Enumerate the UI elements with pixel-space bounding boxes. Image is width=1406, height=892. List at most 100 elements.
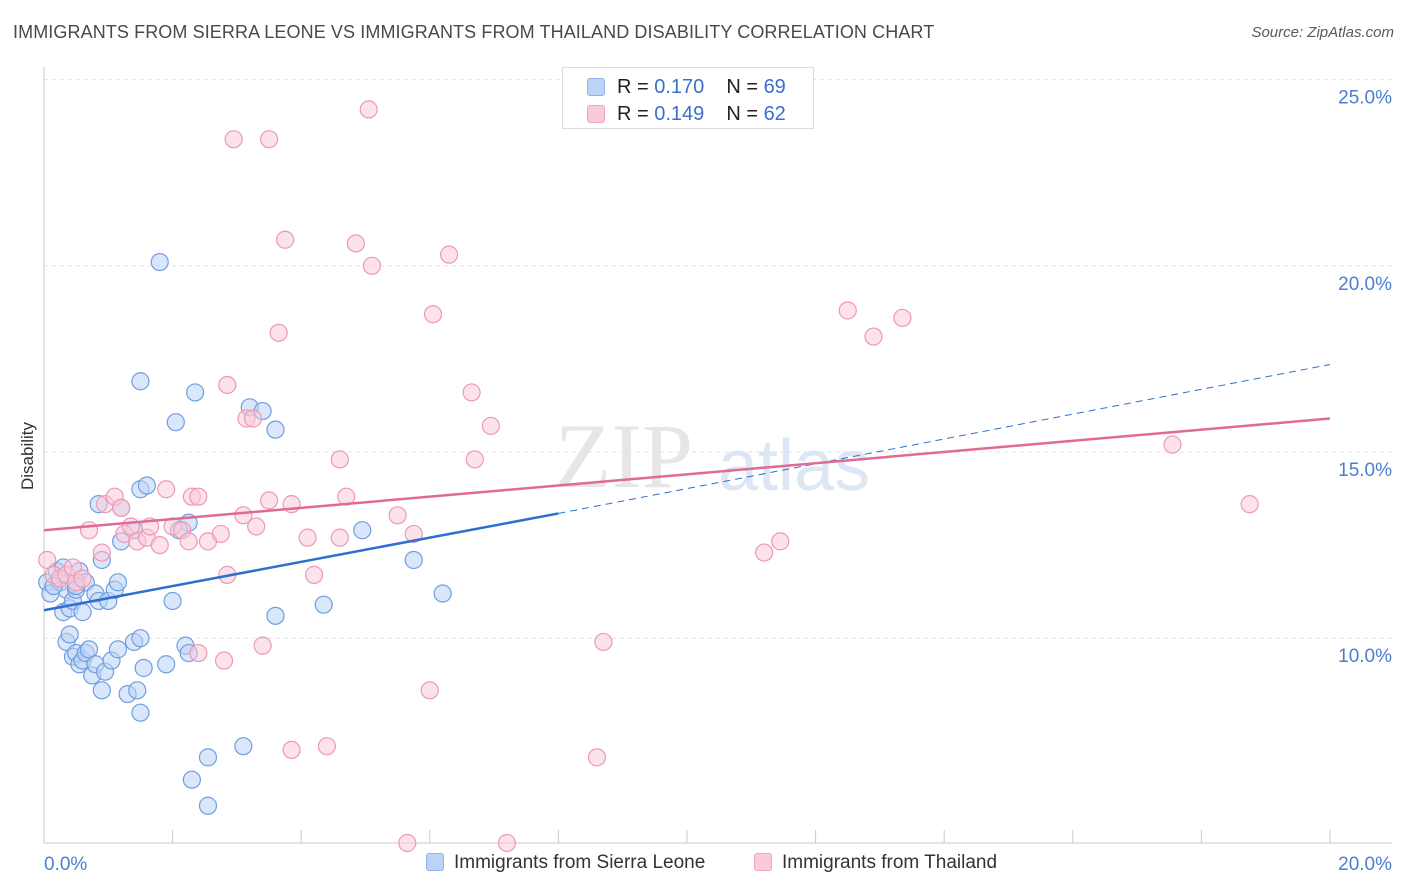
y-tick-label: 10.0% [1338, 646, 1392, 667]
point-thailand [282, 740, 301, 760]
point-thailand [398, 833, 417, 853]
point-thailand [1240, 495, 1259, 514]
point-sierra-leone [108, 640, 128, 659]
point-thailand [189, 487, 208, 506]
legend-n-value: 69 [763, 76, 786, 98]
x-tick-marks [43, 830, 1331, 843]
point-thailand [224, 130, 243, 149]
bottom-legend-label-sierra-leone: Immigrants from Sierra Leone [454, 852, 706, 873]
point-thailand [243, 409, 263, 428]
point-thailand [317, 737, 337, 756]
point-thailand [893, 308, 912, 328]
bottom-legend-label-thailand: Immigrants from Thailand [782, 852, 998, 873]
point-sierra-leone [60, 625, 79, 644]
point-sierra-leone [182, 770, 201, 789]
watermark-zip: ZIP [555, 405, 693, 507]
point-thailand [298, 528, 317, 547]
point-sierra-leone [150, 252, 169, 272]
point-thailand [218, 375, 237, 395]
point-sierra-leone [353, 521, 372, 540]
trendline-thailand [43, 417, 1331, 532]
point-thailand [864, 327, 883, 346]
legend-n-value: 62 [763, 103, 786, 125]
point-sierra-leone [234, 737, 253, 756]
point-thailand [465, 450, 484, 469]
point-sierra-leone [198, 748, 218, 767]
point-thailand [388, 506, 407, 525]
legend-row-sierra-leone: R = 0.170 N = 69 [587, 76, 786, 100]
trendline-sierra-leone-extension [558, 363, 1331, 514]
point-thailand [771, 532, 790, 551]
point-sierra-leone [166, 413, 185, 432]
bottom-legend-thailand: Immigrants from Thailand [754, 852, 997, 874]
scatter-points [38, 100, 1259, 853]
point-thailand [259, 491, 279, 510]
bottom-legend-swatch-sierra-leone [426, 853, 444, 871]
legend-r-value: 0.170 [654, 76, 705, 98]
point-sierra-leone [433, 584, 452, 603]
point-sierra-leone [134, 658, 153, 678]
point-thailand [420, 681, 439, 700]
point-sierra-leone [266, 420, 285, 439]
legend-n-label: N = [726, 103, 764, 125]
legend-swatch-sierra-leone [587, 78, 605, 96]
point-thailand [234, 506, 253, 525]
point-sierra-leone [404, 550, 423, 570]
point-thailand [346, 234, 365, 253]
point-thailand [157, 480, 176, 499]
point-sierra-leone [314, 595, 333, 614]
y-tick-label: 15.0% [1338, 460, 1392, 481]
legend-row-thailand: R = 0.149 N = 62 [587, 103, 786, 127]
point-thailand [150, 535, 169, 555]
point-sierra-leone [131, 629, 150, 648]
legend-r-label: R = [617, 76, 655, 98]
point-sierra-leone [108, 573, 128, 592]
point-thailand [73, 569, 92, 588]
point-sierra-leone [131, 703, 150, 722]
point-sierra-leone [157, 655, 176, 674]
point-sierra-leone [266, 606, 285, 625]
point-thailand [269, 323, 288, 342]
y-axis-label: Disability [18, 421, 37, 490]
point-thailand [1163, 435, 1182, 454]
point-sierra-leone [163, 591, 182, 611]
point-sierra-leone [131, 372, 150, 391]
point-thailand [404, 524, 423, 544]
x-tick-label-min: 0.0% [44, 854, 87, 875]
source-label: Source: ZipAtlas.com [1251, 24, 1394, 41]
point-thailand [362, 256, 382, 275]
point-thailand [304, 565, 324, 584]
trend-lines [43, 363, 1331, 612]
point-sierra-leone [186, 383, 205, 402]
chart-title: IMMIGRANTS FROM SIERRA LEONE VS IMMIGRAN… [13, 22, 935, 42]
point-thailand [594, 632, 613, 652]
point-thailand [179, 532, 198, 551]
point-thailand [439, 245, 459, 264]
trendline-sierra-leone [43, 512, 559, 612]
y-tick-label: 25.0% [1338, 88, 1392, 109]
point-thailand [253, 636, 272, 655]
point-thailand [189, 643, 208, 663]
point-thailand [330, 450, 349, 469]
legend-r-value: 0.149 [654, 103, 705, 125]
y-tick-labels: 10.0% 15.0% 20.0% 25.0% [1338, 88, 1392, 668]
correlation-legend: R = 0.170 N = 69 R = 0.149 N = 62 [562, 67, 814, 129]
point-thailand [211, 524, 230, 544]
legend-swatch-thailand [587, 105, 605, 123]
x-tick-label-max: 20.0% [1338, 854, 1392, 875]
point-thailand [423, 305, 443, 324]
legend-n-label: N = [726, 76, 764, 98]
watermark: ZIP atlas [555, 405, 870, 507]
point-thailand [92, 543, 111, 562]
axes [43, 67, 1392, 844]
point-sierra-leone [137, 476, 156, 495]
legend-r-label: R = [617, 103, 655, 125]
bottom-legend-sierra-leone: Immigrants from Sierra Leone [426, 852, 705, 874]
point-thailand [247, 517, 266, 536]
point-sierra-leone [128, 681, 147, 700]
point-thailand [112, 498, 131, 517]
point-thailand [359, 100, 378, 119]
point-thailand [462, 383, 481, 402]
point-thailand [497, 833, 517, 853]
